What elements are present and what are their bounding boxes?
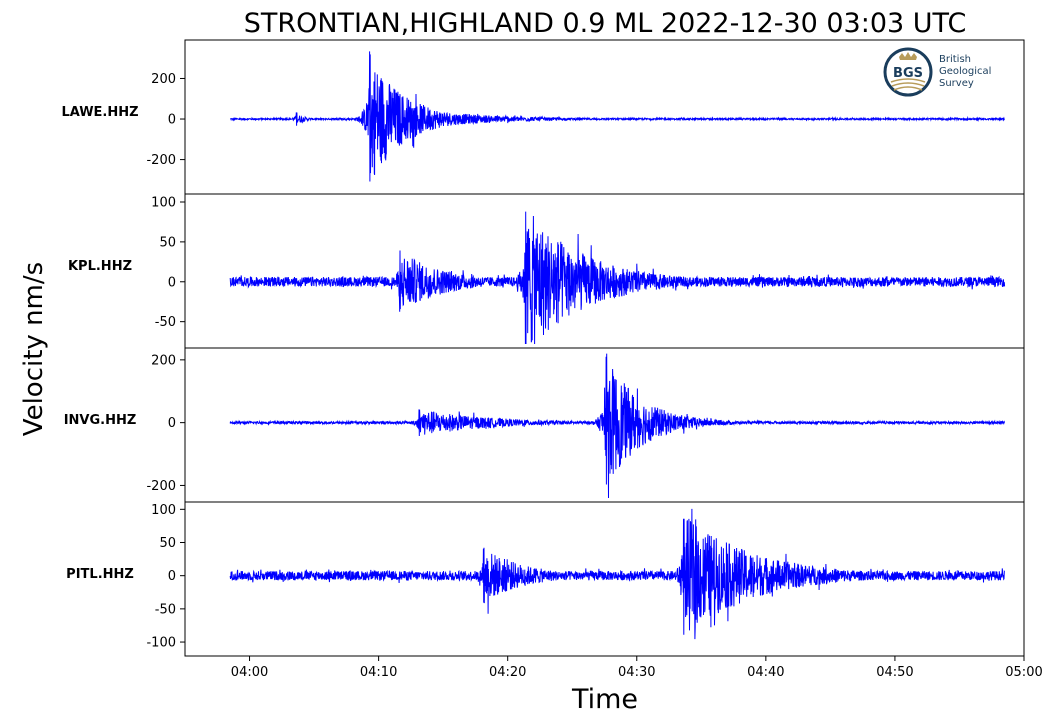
panel-frame [184,501,1025,657]
y-tick-label: -50 [155,602,176,617]
y-tick-label: 0 [168,416,176,431]
station-label: LAWE.HHZ [61,105,138,120]
x-tick-label: 04:50 [876,665,913,680]
panel-pitl-hhz: 100 50 0 -50 -100 PITL.HHZ [66,501,1025,657]
y-tick-label: 100 [151,195,176,210]
bgs-logo: BGS British Geological Survey [883,47,991,97]
station-label: PITL.HHZ [66,567,134,582]
logo-waves [890,78,926,91]
station-label: KPL.HHZ [68,259,132,274]
y-tick-label: 100 [151,503,176,518]
station-label: INVG.HHZ [64,413,137,428]
chart-title: STRONTIAN,HIGHLAND 0.9 ML 2022-12-30 03:… [244,8,967,39]
x-tick-label: 05:00 [1005,665,1042,680]
y-axis-label: Velocity nm/s [19,262,49,436]
y-tick-label: -200 [146,479,176,494]
x-tick-label: 04:40 [747,665,784,680]
x-axis-label: Time [571,684,638,715]
x-tick-label: 04:30 [618,665,655,680]
y-tick-label: 0 [168,569,176,584]
y-tick-label: 0 [168,113,176,128]
logo-text-line-3: Survey [939,78,974,89]
trace-line-lawe-hhz [230,51,1005,182]
trace-line-pitl-hhz [229,508,1005,640]
logo-ring [883,47,933,97]
y-tick-label: -100 [146,636,176,651]
y-tick-label: 200 [151,353,176,368]
crown-icon [899,52,917,60]
trace-line-kpl-hhz [229,211,1006,345]
logo-text-line-1: British [939,54,971,65]
x-tick-label: 04:00 [231,665,268,680]
x-tick-label: 04:10 [360,665,397,680]
panel-invg-hhz: 200 0 -200 INVG.HHZ [64,347,1025,503]
x-axis: 04:00 04:10 04:20 04:30 04:40 04:50 05:00 [231,656,1043,680]
panel-lawe-hhz: 200 0 -200 LAWE.HHZ [61,39,1025,195]
y-tick-label: 50 [159,536,176,551]
y-tick-label: 50 [159,235,176,250]
logo-text-line-2: Geological [939,66,991,77]
panel-kpl-hhz: 100 50 0 -50 KPL.HHZ [68,193,1025,349]
logo-monogram: BGS [893,66,923,81]
y-tick-label: 0 [168,275,176,290]
y-tick-label: 200 [151,72,176,87]
y-tick-label: -50 [155,315,176,330]
trace-line-invg-hhz [229,353,1006,499]
y-tick-label: -200 [146,153,176,168]
trace-panels: 200 0 -200 LAWE.HHZ 100 50 0 -50 KPL.HHZ 200 0 -200… [61,39,1025,657]
x-tick-label: 04:20 [489,665,526,680]
